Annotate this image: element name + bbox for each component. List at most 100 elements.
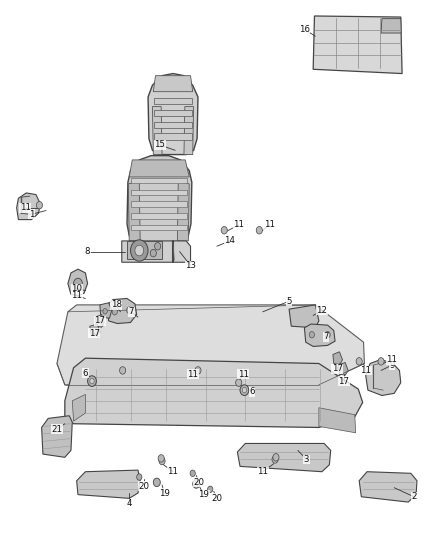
- Polygon shape: [152, 107, 162, 155]
- Circle shape: [36, 201, 42, 209]
- Text: 12: 12: [316, 306, 328, 314]
- Text: 11: 11: [360, 366, 371, 375]
- Polygon shape: [42, 416, 72, 457]
- Polygon shape: [122, 241, 191, 262]
- Polygon shape: [148, 74, 198, 155]
- Polygon shape: [289, 305, 319, 328]
- Text: 4: 4: [127, 499, 132, 508]
- Polygon shape: [77, 470, 140, 498]
- Text: 17: 17: [332, 365, 343, 373]
- Text: 5: 5: [286, 297, 292, 305]
- Circle shape: [159, 457, 165, 465]
- Polygon shape: [129, 160, 189, 177]
- Polygon shape: [153, 76, 193, 92]
- Circle shape: [120, 367, 126, 374]
- Circle shape: [88, 376, 96, 386]
- Text: 11: 11: [386, 356, 398, 364]
- Polygon shape: [107, 298, 137, 324]
- Circle shape: [195, 367, 201, 374]
- Circle shape: [236, 379, 242, 386]
- Circle shape: [155, 243, 161, 250]
- Polygon shape: [333, 352, 343, 365]
- Polygon shape: [57, 305, 364, 385]
- Text: 17: 17: [88, 329, 100, 337]
- Text: 1: 1: [29, 210, 34, 219]
- Polygon shape: [100, 303, 112, 318]
- Text: 10: 10: [71, 285, 82, 293]
- Text: 7: 7: [129, 308, 134, 316]
- Polygon shape: [237, 443, 331, 472]
- Circle shape: [150, 249, 156, 257]
- Polygon shape: [154, 110, 192, 116]
- Polygon shape: [319, 408, 356, 433]
- Circle shape: [242, 387, 247, 393]
- Circle shape: [158, 455, 164, 462]
- Polygon shape: [131, 190, 187, 195]
- Circle shape: [112, 309, 117, 315]
- Circle shape: [325, 332, 330, 338]
- Text: 17: 17: [338, 377, 350, 385]
- Circle shape: [221, 227, 227, 234]
- Text: 2: 2: [411, 492, 417, 501]
- Text: 11: 11: [187, 370, 198, 378]
- Polygon shape: [95, 314, 104, 327]
- Text: 20: 20: [211, 494, 223, 503]
- Text: 11: 11: [264, 221, 275, 229]
- Polygon shape: [68, 269, 88, 296]
- Polygon shape: [131, 225, 187, 230]
- Circle shape: [356, 358, 362, 365]
- Text: 18: 18: [110, 301, 122, 309]
- Text: 13: 13: [185, 261, 196, 270]
- Text: 11: 11: [167, 467, 179, 476]
- Text: 6: 6: [249, 387, 254, 396]
- Polygon shape: [72, 394, 85, 421]
- Text: 19: 19: [159, 489, 170, 497]
- Text: 11: 11: [20, 204, 31, 212]
- Polygon shape: [128, 181, 140, 241]
- Polygon shape: [154, 122, 192, 128]
- Text: 11: 11: [233, 221, 244, 229]
- Circle shape: [90, 378, 94, 384]
- Circle shape: [190, 470, 195, 477]
- Circle shape: [103, 309, 107, 314]
- Text: 3: 3: [304, 455, 309, 464]
- Polygon shape: [359, 472, 417, 502]
- Text: 6: 6: [83, 369, 88, 377]
- Polygon shape: [177, 181, 189, 241]
- Polygon shape: [154, 133, 192, 140]
- Circle shape: [378, 358, 384, 365]
- Polygon shape: [313, 16, 402, 74]
- Text: 9: 9: [389, 361, 395, 369]
- Text: 7: 7: [324, 333, 329, 341]
- Polygon shape: [131, 178, 187, 183]
- Text: 11: 11: [257, 467, 268, 476]
- Polygon shape: [127, 241, 162, 259]
- Circle shape: [193, 480, 200, 488]
- Polygon shape: [304, 324, 335, 346]
- Circle shape: [74, 278, 82, 289]
- Text: 20: 20: [138, 482, 149, 490]
- Circle shape: [131, 240, 148, 261]
- Polygon shape: [65, 358, 363, 427]
- Polygon shape: [381, 19, 401, 33]
- Polygon shape: [90, 324, 100, 336]
- Circle shape: [272, 456, 278, 463]
- Polygon shape: [366, 360, 401, 395]
- Text: 8: 8: [85, 247, 90, 256]
- Circle shape: [153, 478, 160, 487]
- Polygon shape: [184, 107, 194, 155]
- Text: 21: 21: [51, 425, 63, 433]
- Text: 15: 15: [154, 141, 166, 149]
- Text: 11: 11: [237, 370, 249, 378]
- Text: 11: 11: [71, 292, 82, 300]
- Polygon shape: [338, 362, 348, 375]
- Circle shape: [135, 245, 144, 256]
- Polygon shape: [127, 156, 192, 243]
- Polygon shape: [17, 193, 40, 220]
- Text: 17: 17: [94, 317, 106, 325]
- Polygon shape: [131, 201, 187, 207]
- Circle shape: [273, 454, 279, 461]
- Text: 20: 20: [194, 478, 205, 487]
- Circle shape: [256, 227, 262, 234]
- Polygon shape: [154, 98, 192, 104]
